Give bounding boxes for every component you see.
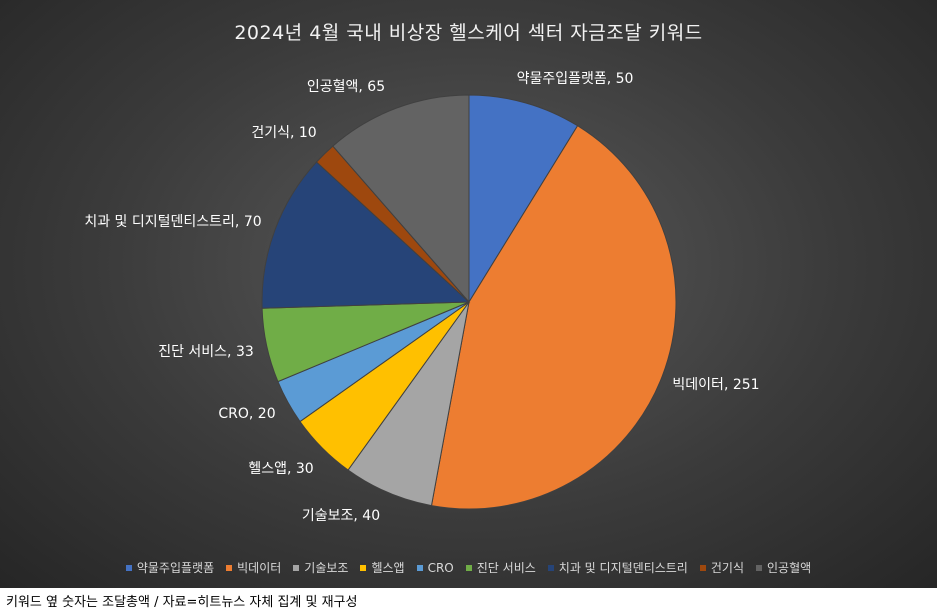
data-label-2: 빅데이터, 251 <box>672 377 759 393</box>
legend-swatch <box>465 564 472 571</box>
pie-slice-2 <box>430 125 677 510</box>
legend-item: 치과 및 디지털덴티스트리 <box>547 559 688 576</box>
legend-swatch <box>293 564 300 571</box>
legend-item: 헬스앱 <box>360 559 405 576</box>
legend-item: 기술보조 <box>293 559 348 576</box>
legend-item: CRO <box>416 559 454 576</box>
legend-label: CRO <box>427 560 454 575</box>
data-label-4: 헬스앱, 30 <box>248 461 313 477</box>
legend-swatch <box>547 564 554 571</box>
legend-swatch <box>755 564 762 571</box>
data-label-9: 인공혈액, 65 <box>307 79 385 95</box>
legend-item: 인공혈액 <box>755 559 812 576</box>
data-label-3: 기술보조, 40 <box>302 508 380 524</box>
legend: 약물주입플랫폼 빅데이터 기술보조 헬스앱 CRO 진단 서비스 치과 및 디지털덴티스트리… <box>0 559 937 576</box>
pie-chart: 약물주입플랫폼, 50 빅데이터, 251 기술보조, 40 헬스앱, 30 CRO, … <box>84 71 759 524</box>
legend-item: 약물주입플랫폼 <box>125 559 215 576</box>
legend-item: 건기식 <box>699 559 744 576</box>
footnote: 키워드 옆 숫자는 조달총액 / 자료=히트뉴스 자체 집계 및 재구성 <box>6 595 358 610</box>
legend-label: 인공혈액 <box>766 561 812 575</box>
legend-swatch <box>416 564 423 571</box>
legend-label: 건기식 <box>710 561 744 575</box>
legend-swatch <box>699 564 706 571</box>
data-label-7: 치과 및 디지털덴티스트리, 70 <box>84 214 261 230</box>
chart-area: 약물주입플랫폼, 50 빅데이터, 251 기술보조, 40 헬스앱, 30 CRO, … <box>0 0 937 588</box>
data-label-1: 약물주입플랫폼, 50 <box>517 71 634 87</box>
pie-slice-7 <box>261 161 471 309</box>
chart-title: 2024년 4월 국내 비상장 헬스케어 섹터 자금조달 키워드 <box>234 22 703 44</box>
legend-swatch <box>360 564 367 571</box>
legend-label: 빅데이터 <box>237 561 282 575</box>
legend-label: 진단 서비스 <box>476 561 536 575</box>
legend-label: 약물주입플랫폼 <box>136 561 215 575</box>
data-label-6: 진단 서비스, 33 <box>158 344 254 360</box>
legend-swatch <box>226 564 233 571</box>
pie-slice-9 <box>332 94 470 304</box>
legend-item: 진단 서비스 <box>465 559 536 576</box>
pie-slice-1 <box>468 94 579 304</box>
legend-label: 기술보조 <box>304 561 349 575</box>
legend-item: 빅데이터 <box>226 559 281 576</box>
legend-swatch <box>125 564 132 571</box>
data-label-8: 건기식, 10 <box>251 125 316 141</box>
legend-label: 헬스앱 <box>371 561 405 575</box>
legend-label: 치과 및 디지털덴티스트리 <box>558 561 688 575</box>
data-label-5: CRO, 20 <box>218 406 275 422</box>
